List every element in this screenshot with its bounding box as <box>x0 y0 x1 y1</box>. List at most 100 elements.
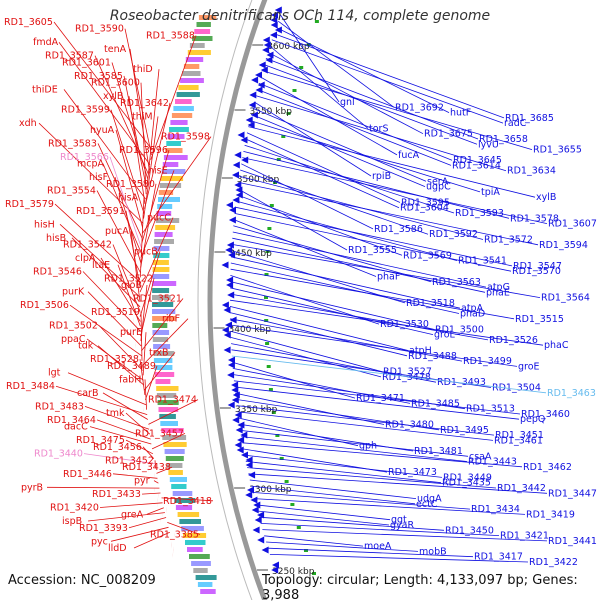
gene-label-right: RD1_3607 <box>548 219 597 230</box>
gene-arrow <box>224 347 231 354</box>
feature-tile <box>189 554 210 559</box>
gene-label-right: RD1_3504 <box>492 383 541 394</box>
gene-label-left: RD1_3596 <box>119 145 168 156</box>
gene-label-left: lldD <box>108 543 127 554</box>
gene-label-left: dacC <box>64 422 88 433</box>
feature-tile <box>153 260 169 265</box>
gene-label-right: RD1_3634 <box>507 166 556 177</box>
feature-tile <box>184 64 199 69</box>
gene-label-left: hisE <box>148 165 168 176</box>
gene-arrow <box>265 57 272 64</box>
gene-arrow <box>233 162 240 169</box>
feature-tile <box>175 99 192 104</box>
feature-tile <box>156 379 171 384</box>
gene-connector-left <box>131 231 140 302</box>
gene-label-right: hutF <box>450 108 471 119</box>
gene-label-left: RD1_3484 <box>6 381 55 392</box>
gene-arrow <box>238 132 245 139</box>
gene-label-right: xylB <box>536 192 556 203</box>
gene-label-left: RD1_3588 <box>146 30 195 41</box>
gene-arrow <box>236 427 243 434</box>
feature-tile <box>198 582 213 587</box>
gene-label-right: rpiB <box>372 171 391 182</box>
feature-tile <box>173 106 194 111</box>
gene-label-left: RD1_3642 <box>120 98 169 109</box>
feature-tile <box>185 540 206 545</box>
gene-label-right: RD1_3499 <box>463 356 512 367</box>
feature-tile <box>166 456 184 461</box>
feature-tile <box>152 288 169 293</box>
inner-ring <box>198 0 256 600</box>
gene-arrow <box>222 302 229 309</box>
gene-arrow <box>228 402 235 409</box>
gene-label-left: greA <box>121 509 144 520</box>
map-title: Roseobacter denitrificans OCh 114, compl… <box>0 8 600 24</box>
gene-connector-right <box>231 263 459 314</box>
gene-connector-right <box>278 21 394 107</box>
gene-label-left: pyc <box>91 536 108 547</box>
gene-label-right: RD1_3473 <box>388 467 437 478</box>
feature-tile <box>155 232 173 237</box>
gene-arrow <box>253 527 260 534</box>
gene-label-left: pucA <box>105 226 129 237</box>
feature-tile <box>178 512 200 517</box>
feature-tile <box>179 519 201 524</box>
gene-label-right: pepQ <box>520 414 545 425</box>
gene-connector-right <box>253 108 427 181</box>
gene-label-left: pyr <box>134 476 150 487</box>
gene-label-left: RD1_3456 <box>93 442 142 453</box>
feature-tile <box>154 365 172 370</box>
gene-label-left: mcpA <box>77 159 105 170</box>
gene-label-left: RD1_3521 <box>133 293 182 304</box>
gene-label-left: RD1_3599 <box>61 105 110 116</box>
feature-tile <box>193 568 207 573</box>
scale-label: 3600 kbp <box>267 42 310 52</box>
gene-label-right: RD1_3604 <box>400 203 449 214</box>
gene-arrow <box>232 417 239 424</box>
feature-dot <box>290 503 294 506</box>
gene-label-right: RD1_3442 <box>497 483 546 494</box>
gene-label-right: RD1_3463 <box>547 388 596 399</box>
gene-label-right: RD1_3422 <box>529 557 578 568</box>
gene-label-left: thiM <box>132 111 153 122</box>
gene-arrow <box>234 152 241 159</box>
feature-dot <box>285 480 289 483</box>
gene-label-left: RD1_3489 <box>107 361 156 372</box>
gene-arrow <box>249 92 256 99</box>
gene-label-left: fabH <box>119 374 141 385</box>
gene-label-left: RD1_3446 <box>63 469 112 480</box>
gene-arrow <box>270 32 277 39</box>
gene-label-left: RD1_3546 <box>33 267 82 278</box>
gene-label-left: xdh <box>19 118 37 129</box>
gene-label-right: RD1_3419 <box>526 509 575 520</box>
gene-label-right: RD1_3481 <box>414 446 463 457</box>
gene-label-right: RD1_3655 <box>533 145 582 156</box>
gene-connector-right <box>237 406 494 436</box>
gene-label-left: RD1_3580 <box>106 179 155 190</box>
gene-label-left: thiDE <box>32 84 58 95</box>
feature-tile <box>154 239 174 244</box>
gene-arrow <box>222 262 229 269</box>
gene-connector-left <box>100 503 163 508</box>
feature-dot <box>270 204 274 207</box>
feature-tile <box>188 50 211 55</box>
gene-label-right: RD1_3526 <box>489 335 538 346</box>
gene-label-left: ribF <box>162 314 180 325</box>
gene-label-left: RD1_3598 <box>161 132 210 143</box>
gene-label-left: gloB <box>121 280 142 291</box>
gene-arrow <box>246 117 253 124</box>
gene-label-left: RD1_3433 <box>92 489 141 500</box>
gene-label-right: RD1_3461 <box>494 435 543 446</box>
gene-label-right: RD1_3593 <box>455 208 504 219</box>
gene-connector-right <box>256 505 390 520</box>
feature-tile <box>152 281 176 286</box>
gene-label-right: RD1_3495 <box>440 425 489 436</box>
gene-connector-left <box>142 493 161 494</box>
feature-dot <box>267 365 271 368</box>
feature-tile <box>160 421 178 426</box>
accession-text: Accession: NC_008209 <box>8 573 156 588</box>
gene-label-right: RD1_3586 <box>374 224 423 235</box>
gene-label-left: RD1_3579 <box>5 199 54 210</box>
gene-label-right: ugpC <box>426 182 451 193</box>
